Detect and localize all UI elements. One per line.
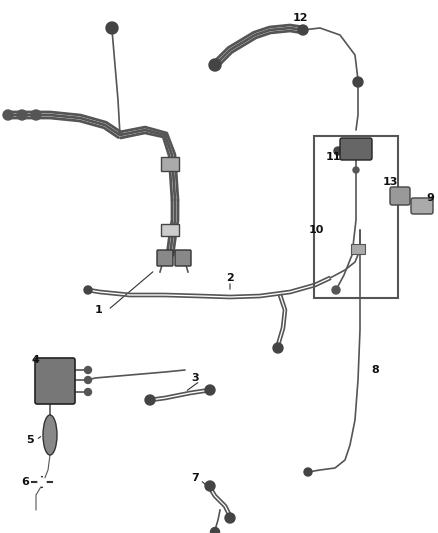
Circle shape: [205, 385, 215, 395]
Circle shape: [332, 286, 340, 294]
Circle shape: [85, 389, 92, 395]
FancyBboxPatch shape: [35, 358, 75, 404]
Circle shape: [205, 481, 215, 491]
Circle shape: [106, 22, 118, 34]
Circle shape: [85, 367, 92, 374]
Circle shape: [3, 110, 13, 120]
Text: 2: 2: [226, 273, 234, 283]
Circle shape: [225, 513, 235, 523]
Text: 9: 9: [426, 193, 434, 203]
Circle shape: [209, 59, 221, 71]
Text: 12: 12: [292, 13, 308, 23]
Text: 13: 13: [382, 177, 398, 187]
FancyBboxPatch shape: [340, 138, 372, 160]
Text: 5: 5: [26, 435, 34, 445]
Text: 6: 6: [21, 477, 29, 487]
Circle shape: [211, 528, 219, 533]
FancyBboxPatch shape: [351, 244, 365, 254]
Circle shape: [85, 376, 92, 384]
Text: 1: 1: [95, 305, 103, 315]
Circle shape: [304, 468, 312, 476]
Circle shape: [84, 286, 92, 294]
Text: 4: 4: [31, 355, 39, 365]
FancyBboxPatch shape: [161, 224, 179, 236]
Text: 8: 8: [371, 365, 379, 375]
FancyBboxPatch shape: [411, 198, 433, 214]
Circle shape: [145, 395, 155, 405]
FancyBboxPatch shape: [157, 250, 173, 266]
FancyBboxPatch shape: [390, 187, 410, 205]
Text: 11: 11: [325, 152, 341, 162]
Circle shape: [31, 110, 41, 120]
Circle shape: [298, 25, 308, 35]
Circle shape: [334, 147, 342, 155]
Circle shape: [353, 77, 363, 87]
Circle shape: [38, 478, 46, 486]
Circle shape: [17, 110, 27, 120]
Text: 7: 7: [191, 473, 199, 483]
Ellipse shape: [43, 415, 57, 455]
Circle shape: [353, 167, 359, 173]
Text: 3: 3: [191, 373, 199, 383]
FancyBboxPatch shape: [161, 157, 179, 171]
Circle shape: [273, 343, 283, 353]
Text: 10: 10: [308, 225, 324, 235]
FancyBboxPatch shape: [175, 250, 191, 266]
